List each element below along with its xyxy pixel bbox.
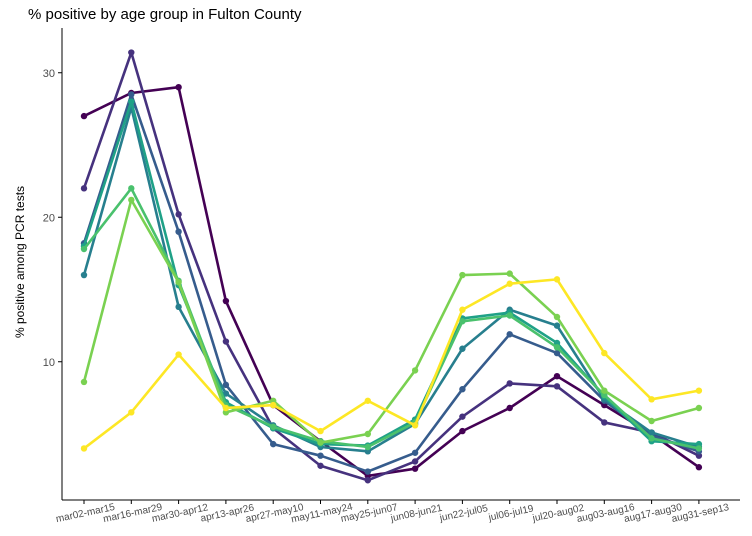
series-7-point: [459, 271, 466, 279]
series-2-point: [128, 49, 135, 56]
series-8-point: [80, 445, 88, 452]
series-7-point: [553, 313, 561, 321]
series-8-point: [648, 396, 655, 403]
series-line-8: [82, 278, 701, 450]
series-4-point: [459, 345, 466, 352]
series-8-point: [222, 404, 230, 412]
series-6-point: [506, 312, 513, 319]
series-8-point: [601, 349, 608, 357]
series-6-point: [648, 435, 655, 442]
series-3-point: [411, 449, 419, 456]
y-tick-label: 20: [43, 212, 55, 224]
series-7-point: [175, 279, 182, 286]
series-3-point: [128, 91, 135, 98]
series-7-point: [80, 378, 88, 386]
series-8-point: [175, 351, 182, 358]
series-3-point: [175, 228, 182, 235]
series-4-point: [80, 271, 88, 279]
series-8-point: [364, 397, 371, 404]
series-1-point: [695, 464, 703, 471]
series-8-point: [270, 401, 277, 409]
series-1-point: [222, 297, 230, 305]
series-8-point: [317, 427, 324, 435]
series-2-point: [80, 185, 88, 192]
series-3-point: [364, 468, 371, 475]
series-7-point: [695, 404, 703, 412]
y-tick-label: 10: [43, 357, 55, 369]
x-tick-label: jul06-jul19: [487, 503, 535, 524]
series-7-point: [648, 417, 655, 425]
series-1-point: [506, 404, 513, 412]
series-2-point: [364, 477, 371, 484]
series-2-point: [222, 338, 230, 345]
series-2-point: [459, 413, 466, 420]
series-7-point: [411, 367, 419, 374]
series-2-point: [317, 462, 324, 469]
series-6-point: [270, 423, 277, 430]
series-1-point: [175, 84, 182, 91]
series-3-point: [270, 440, 277, 448]
series-1-point: [80, 112, 88, 120]
chart-title: % positive by age group in Fulton County: [28, 6, 302, 23]
series-6-point: [80, 245, 88, 253]
series-3-point: [317, 452, 324, 459]
series-1-point: [553, 373, 561, 380]
series-line-7: [82, 198, 701, 444]
series-4-point: [648, 429, 655, 436]
series-2-point: [506, 380, 513, 387]
series-8-point: [411, 422, 419, 429]
series-6-point: [364, 443, 371, 451]
series-8-point: [553, 276, 561, 283]
series-8-point: [695, 387, 703, 394]
series-8-point: [459, 306, 466, 313]
series-7-point: [506, 270, 513, 277]
series-line-2: [82, 51, 701, 482]
y-axis-label: % positive among PCR tests: [13, 186, 27, 338]
series-7-point: [317, 439, 324, 446]
series-3-point: [506, 331, 513, 338]
series-3-point: [553, 349, 561, 357]
series-8-point: [506, 280, 513, 287]
series-6-point: [695, 445, 703, 452]
series-6-point: [459, 318, 466, 325]
y-tick-label: 30: [43, 68, 55, 80]
series-5-point: [128, 98, 135, 105]
series-line-1: [82, 85, 701, 478]
series-7-point: [601, 387, 608, 394]
series-6-point: [128, 185, 135, 192]
series-line-3: [82, 93, 701, 473]
series-3-point: [459, 386, 466, 393]
series-2-point: [553, 383, 561, 390]
series-8-point: [128, 409, 135, 416]
series-2-point: [601, 419, 608, 426]
series-2-point: [411, 458, 419, 465]
series-7-point: [128, 196, 135, 204]
series-3-point: [222, 381, 230, 389]
series-4-point: [175, 303, 182, 311]
series-1-point: [411, 465, 419, 472]
series-1-point: [459, 427, 466, 435]
series-4-point: [553, 322, 561, 329]
series-6-point: [553, 344, 561, 351]
x-tick-label: jun22-jul05: [438, 503, 490, 524]
series-2-point: [175, 211, 182, 218]
series-7-point: [364, 430, 371, 438]
